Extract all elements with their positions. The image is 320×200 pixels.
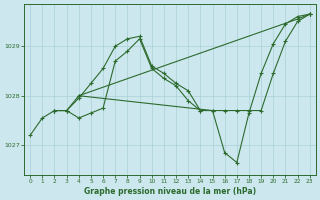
- X-axis label: Graphe pression niveau de la mer (hPa): Graphe pression niveau de la mer (hPa): [84, 187, 256, 196]
